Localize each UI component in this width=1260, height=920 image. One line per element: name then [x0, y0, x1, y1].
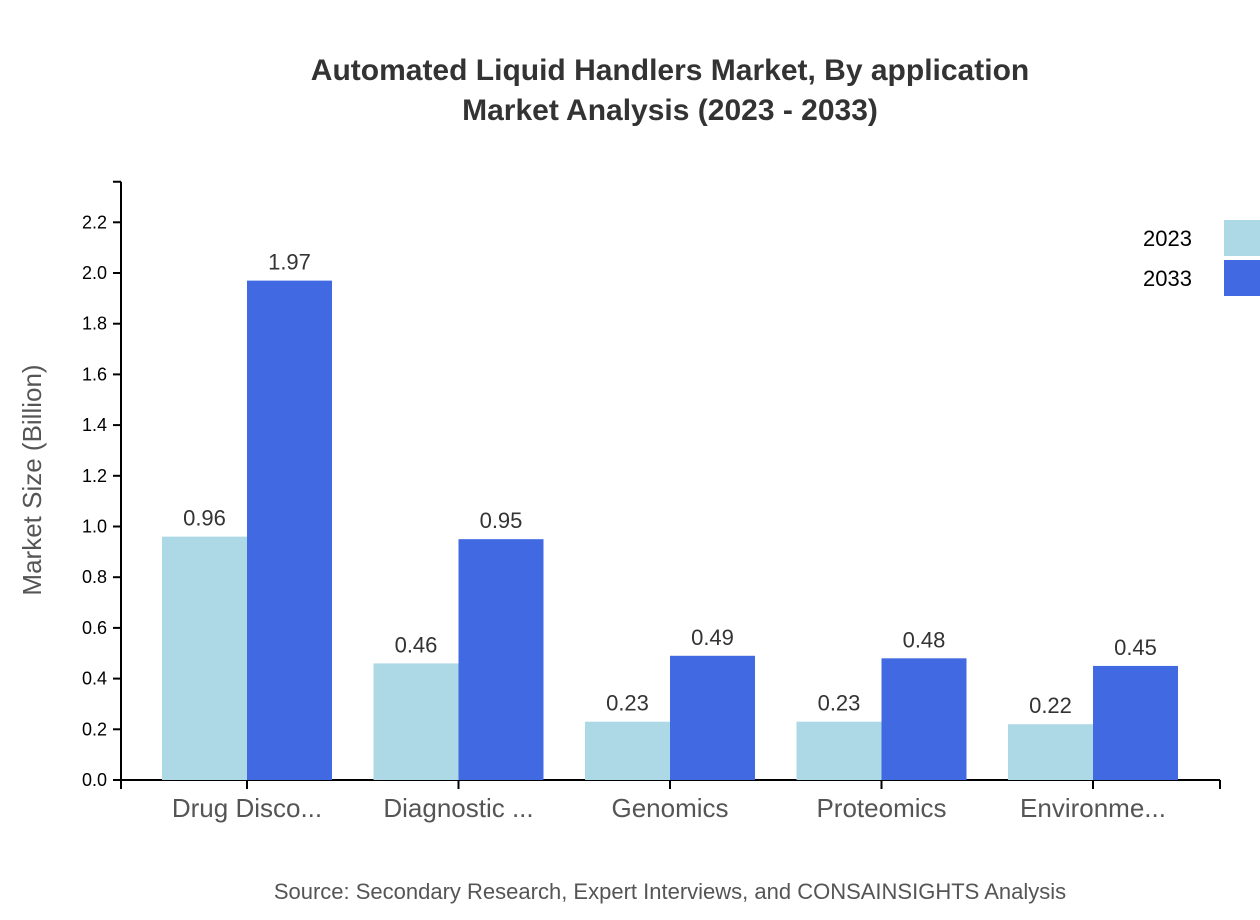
bar-2033 [247, 280, 332, 780]
data-label: 0.23 [818, 691, 861, 716]
bar-2023 [1008, 724, 1093, 780]
y-axis-label: Market Size (Billion) [17, 364, 47, 595]
bar-2023 [162, 536, 247, 780]
y-tick-label: 0.6 [82, 618, 107, 638]
data-label: 0.49 [691, 625, 734, 650]
y-tick-label: 1.8 [82, 314, 107, 334]
y-tick-label: 0.0 [82, 770, 107, 790]
data-label: 0.95 [480, 508, 523, 533]
source-note: Source: Secondary Research, Expert Inter… [274, 879, 1066, 904]
legend-label: 2023 [1143, 226, 1192, 251]
chart-subtitle: Market Analysis (2023 - 2033) [462, 94, 878, 127]
y-tick-label: 2.0 [82, 263, 107, 283]
data-label: 0.96 [183, 506, 226, 531]
y-tick-label: 2.2 [82, 212, 107, 232]
y-tick-label: 1.0 [82, 517, 107, 537]
y-tick-label: 0.2 [82, 719, 107, 739]
x-tick-label: Diagnostic ... [383, 793, 533, 823]
bar-2033 [881, 658, 967, 780]
bar-2033 [1093, 665, 1178, 780]
data-label: 0.23 [606, 691, 649, 716]
y-tick-label: 1.2 [82, 466, 107, 486]
y-tick-label: 1.4 [82, 415, 107, 435]
data-label: 0.48 [903, 627, 946, 652]
data-label: 1.97 [268, 250, 311, 275]
legend-swatch-2023 [1224, 220, 1260, 256]
data-label: 0.22 [1029, 693, 1072, 718]
legend-swatch-2033 [1224, 260, 1260, 296]
data-label: 0.46 [395, 632, 438, 657]
data-label: 0.45 [1114, 635, 1157, 660]
x-tick-label: Genomics [611, 793, 728, 823]
x-tick-label: Proteomics [816, 793, 946, 823]
bar-2023 [796, 721, 882, 780]
y-tick-label: 0.8 [82, 567, 107, 587]
x-tick-label: Drug Disco... [172, 793, 322, 823]
y-tick-label: 1.6 [82, 364, 107, 384]
y-tick-label: 0.4 [82, 669, 107, 689]
bar-2023 [373, 663, 459, 780]
chart-title: Automated Liquid Handlers Market, By app… [311, 54, 1029, 87]
bar-2033 [670, 655, 755, 780]
bar-2023 [585, 721, 670, 780]
legend-label: 2033 [1143, 266, 1192, 291]
bar-2033 [458, 539, 544, 780]
x-tick-label: Environme... [1020, 793, 1166, 823]
